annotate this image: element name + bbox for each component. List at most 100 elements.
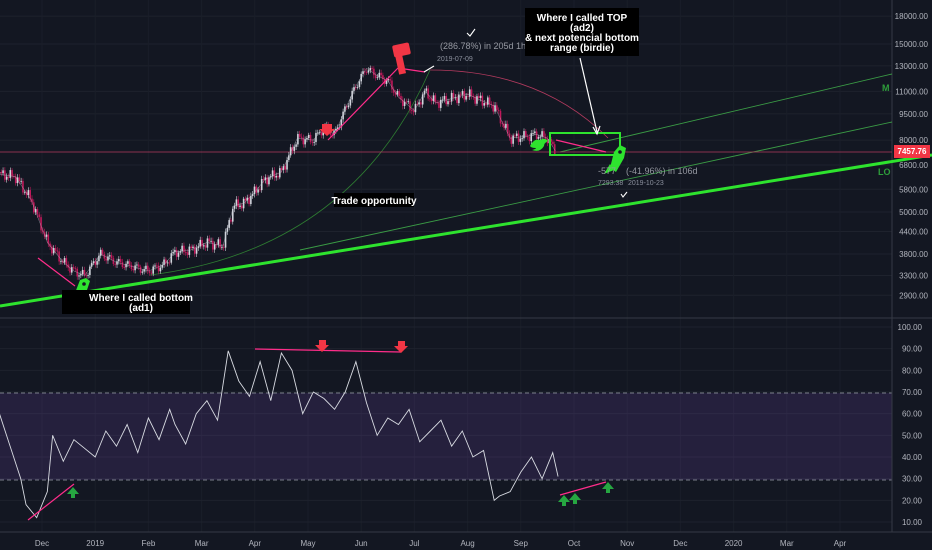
price-tick-label: 13000.00 — [895, 62, 929, 71]
candle-body — [494, 105, 496, 112]
candle-body — [307, 134, 310, 139]
candle-body — [85, 274, 88, 276]
candle-body — [250, 195, 252, 205]
candle-body — [403, 101, 406, 106]
callout-trade[interactable]: Trade opportunity — [332, 193, 417, 207]
candle-body — [506, 123, 509, 134]
candle-body — [137, 264, 140, 267]
candle-body — [483, 103, 485, 106]
candle-body — [221, 247, 223, 249]
candle-body — [60, 261, 62, 262]
candle-body — [335, 128, 337, 131]
candle-body — [293, 146, 296, 151]
candle-body — [313, 141, 315, 143]
candle-body — [271, 170, 274, 177]
candle-body — [264, 177, 267, 181]
rsi-pink-line-3 — [559, 481, 607, 496]
arrow-callout — [579, 57, 598, 133]
rsi-tick-label: 20.00 — [902, 496, 923, 505]
candle-body — [69, 267, 71, 273]
candle-body — [203, 245, 205, 247]
candle-body — [168, 262, 171, 264]
candle-body — [468, 89, 471, 97]
time-tick-label: Apr — [249, 539, 262, 548]
candle-body — [217, 239, 220, 245]
candle-body — [233, 205, 236, 209]
callout-top[interactable]: Where I called TOP (ad2) & next potencia… — [525, 8, 639, 56]
candle-body — [449, 101, 451, 102]
candle-body — [441, 99, 444, 101]
callout-bottom-line1: Where I called bottom — [89, 293, 193, 304]
time-tick-label: Mar — [195, 539, 209, 548]
candle-body — [380, 72, 382, 76]
candle-body — [345, 106, 348, 108]
candle-body — [373, 68, 375, 76]
candle-body — [371, 68, 373, 69]
candle-body — [499, 110, 502, 124]
candle-body — [152, 266, 154, 274]
candle-body — [316, 132, 319, 134]
candle-body — [496, 105, 498, 110]
candle-body — [136, 264, 138, 266]
candle-body — [107, 256, 109, 261]
measure-top-label: (286.78%) in 205d 1h — [440, 41, 526, 51]
candle-body — [425, 88, 428, 91]
candle-body — [70, 267, 73, 273]
callout-bottom[interactable]: Where I called bottom (ad1) — [62, 290, 193, 314]
candle-body — [356, 87, 359, 88]
arrow-callout-head — [592, 125, 601, 136]
candle-body — [376, 77, 379, 79]
candle-body — [438, 102, 440, 108]
candle-body — [116, 261, 118, 265]
candle-body — [121, 262, 124, 268]
candle-body — [416, 103, 419, 105]
candle-body — [150, 272, 153, 274]
green-arrow-up — [602, 482, 614, 493]
candle-body — [192, 246, 194, 249]
candle-body — [532, 133, 534, 134]
red-arrow-down — [315, 340, 329, 352]
candle-body — [349, 99, 352, 106]
candle-body — [9, 170, 12, 178]
candle-body — [139, 266, 142, 273]
candle-body — [487, 97, 489, 105]
candle-body — [199, 239, 202, 247]
candle-body — [206, 238, 209, 248]
candle-body — [0, 171, 3, 174]
price-tick-label: 8000.00 — [899, 136, 928, 145]
rsi-tick-label: 60.00 — [902, 410, 923, 419]
candle-body — [175, 249, 178, 257]
candle-body — [154, 265, 156, 267]
pink-line-rally — [327, 67, 399, 141]
candle-body — [27, 190, 30, 196]
candle-body — [145, 265, 147, 270]
candle-body — [275, 175, 277, 178]
candle-body — [204, 245, 207, 248]
green-arrow-up — [67, 487, 79, 498]
candle-body — [5, 176, 8, 180]
candle-body — [528, 136, 531, 142]
callout-top-line4: range (birdie) — [550, 43, 614, 54]
candle-body — [515, 133, 518, 136]
candle-body — [105, 258, 107, 261]
hammer-icon — [392, 42, 411, 75]
time-tick-label: Dec — [673, 539, 687, 548]
candle-body — [222, 247, 225, 249]
candle-body — [382, 75, 384, 80]
candle-body — [347, 105, 350, 108]
candle-body — [166, 262, 169, 264]
candle-body — [526, 136, 529, 138]
rsi-tick-label: 80.00 — [902, 366, 923, 375]
candle-body — [488, 97, 491, 105]
candle-body — [125, 263, 127, 268]
time-tick-label: 2020 — [725, 539, 743, 548]
candle-body — [364, 71, 366, 73]
time-axis: Dec 2019 Feb Mar Apr May Jun Jul Aug Sep Oct Nov Dec… — [35, 539, 847, 548]
candle-body — [273, 170, 276, 178]
consolidation-box[interactable] — [549, 132, 621, 156]
candle-body — [411, 110, 413, 111]
candle-body — [365, 72, 368, 73]
green-arrow-up — [569, 493, 581, 504]
candle-body — [304, 139, 306, 145]
